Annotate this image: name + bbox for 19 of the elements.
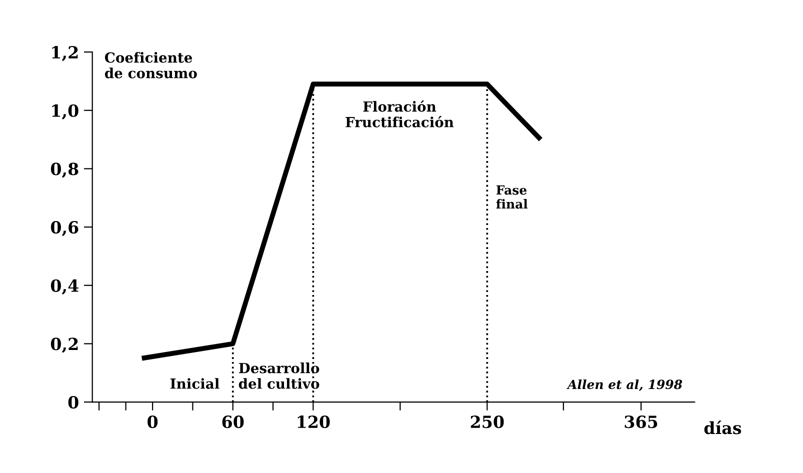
annotation: Floración Fructificación [346,100,454,128]
x-tick-label: 365 [624,416,658,428]
x-tick-label: 0 [148,416,158,428]
y-tick-label: 0,4 [50,279,78,294]
y-tick-label: 0,6 [50,221,78,236]
y-tick-label: 0,2 [50,338,78,353]
y-tick-label: 1,2 [52,46,78,62]
annotation: Desarrollo del cultivo [238,362,320,389]
y-tick-label: 1,0 [52,104,78,120]
annotation: Allen et al, 1998 [566,379,682,392]
x-tick-label: 60 [222,416,244,428]
y-axis-title: Coeficiente de consumo [104,52,197,78]
x-tick-label: 120 [298,416,330,428]
y-tick-label: 0,8 [50,162,78,178]
x-axis-title: días [704,420,742,434]
annotation: Inicial [170,378,220,389]
x-tick-label: 250 [470,416,504,428]
annotation: Fase final [496,185,528,209]
y-tick-label: 0 [68,396,78,409]
